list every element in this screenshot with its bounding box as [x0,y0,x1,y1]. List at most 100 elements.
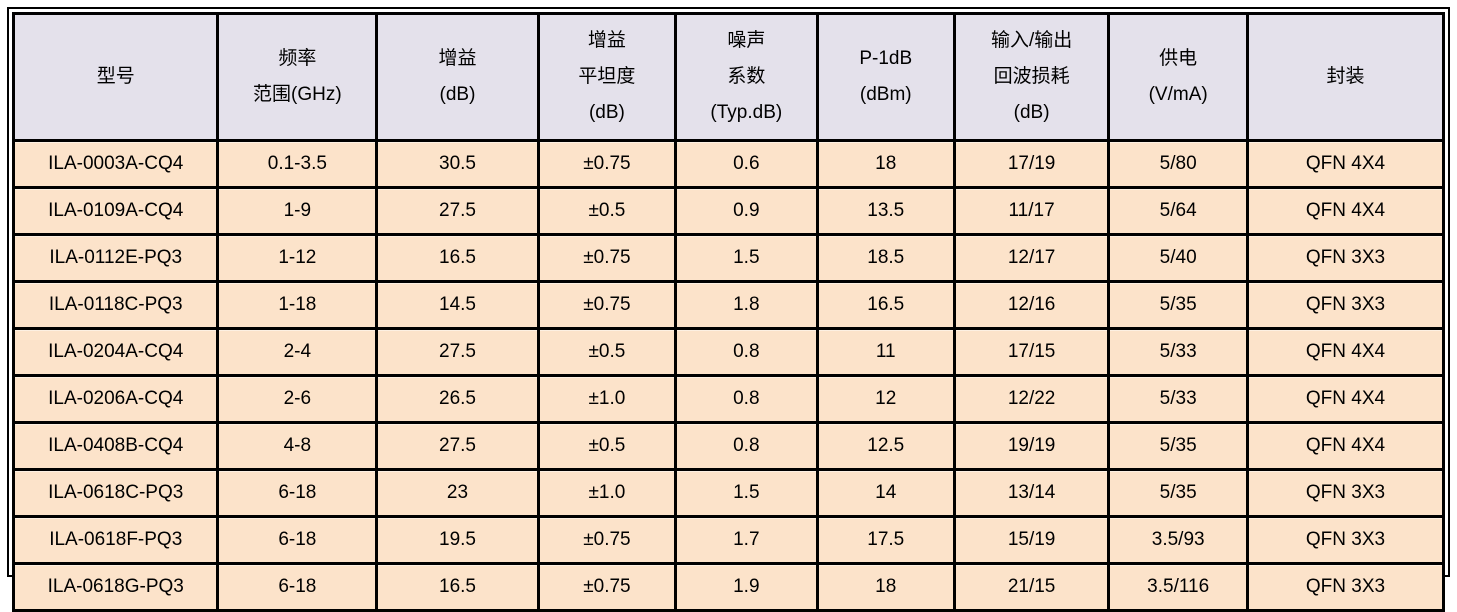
cell-freq-range: 6-18 [216,515,379,565]
column-header-line: 增益 [438,48,477,69]
column-header-line: 增益 [587,30,626,51]
cell-supply: 3.5/116 [1107,562,1250,612]
cell-gain: 23 [375,468,540,518]
column-header-gain-flatness: 增益 平坦度 (dB) [536,12,678,142]
cell-p1db: 12 [815,374,956,424]
cell-package: QFN 3X3 [1246,233,1445,283]
cell-package: QFN 4X4 [1246,186,1445,236]
cell-noise-figure: 1.8 [674,280,819,330]
cell-gain-flatness: ±0.75 [536,139,678,189]
column-header-line: P-1dB [859,48,913,69]
cell-noise-figure: 0.8 [674,327,819,377]
cell-p1db: 14 [815,468,956,518]
cell-gain: 16.5 [375,562,540,612]
cell-gain: 14.5 [375,280,540,330]
column-header-p1db: P-1dB (dBm) [815,12,956,142]
table-row: ILA-0204A-CQ4 2-4 27.5 ±0.5 0.8 11 17/15 5/33 QF… [11,327,1445,377]
cell-freq-range: 0.1-3.5 [216,139,379,189]
cell-model: ILA-0618F-PQ3 [11,515,220,565]
column-header-line: (dB) [439,84,476,105]
column-header-line: (dB) [588,102,625,123]
table-row: ILA-0003A-CQ4 0.1-3.5 30.5 ±0.75 0.6 18 17/19 5… [11,139,1445,189]
cell-noise-figure: 1.5 [674,468,819,518]
cell-noise-figure: 0.8 [674,374,819,424]
page: 型号 频率 范围(GHz) 增益 (dB) 增益 平坦度 (dB) 噪声 系数 (Typ.dB) P-… [7,7,1450,612]
cell-gain: 30.5 [375,139,540,189]
cell-package: QFN 3X3 [1246,468,1445,518]
cell-noise-figure: 1.7 [674,515,819,565]
column-header-return-loss: 输入/输出回波损耗 (dB) [952,12,1111,142]
cell-model: ILA-0109A-CQ4 [11,186,220,236]
cell-p1db: 17.5 [815,515,956,565]
cell-supply: 5/35 [1107,468,1250,518]
table-frame: 型号 频率 范围(GHz) 增益 (dB) 增益 平坦度 (dB) 噪声 系数 (Typ.dB) P-… [7,7,1450,612]
table-row: ILA-0112E-PQ3 1-12 16.5 ±0.75 1.5 18.5 12/17 5/… [11,233,1445,283]
cell-supply: 5/33 [1107,374,1250,424]
cell-package: QFN 4X4 [1246,421,1445,471]
cell-model: ILA-0118C-PQ3 [11,280,220,330]
column-header-line: (Typ.dB) [710,102,783,123]
column-header-line: 频率 [278,48,317,69]
cell-return-loss: 17/19 [952,139,1111,189]
cell-return-loss: 12/16 [952,280,1111,330]
cell-package: QFN 3X3 [1246,515,1445,565]
cell-freq-range: 6-18 [216,562,379,612]
column-header-line: 型号 [96,66,135,87]
cell-return-loss: 17/15 [952,327,1111,377]
cell-supply: 5/80 [1107,139,1250,189]
cell-model: ILA-0003A-CQ4 [11,139,220,189]
cell-model: ILA-0618G-PQ3 [11,562,220,612]
cell-p1db: 12.5 [815,421,956,471]
cell-noise-figure: 1.5 [674,233,819,283]
cell-gain: 27.5 [375,327,540,377]
table-row: ILA-0206A-CQ4 2-6 26.5 ±1.0 0.8 12 12/22 5/33 QF… [11,374,1445,424]
cell-return-loss: 12/22 [952,374,1111,424]
cell-model: ILA-0112E-PQ3 [11,233,220,283]
cell-return-loss: 11/17 [952,186,1111,236]
cell-gain-flatness: ±0.75 [536,562,678,612]
cell-p1db: 13.5 [815,186,956,236]
cell-model: ILA-0204A-CQ4 [11,327,220,377]
cell-p1db: 18 [815,139,956,189]
cell-p1db: 11 [815,327,956,377]
table-row: ILA-0109A-CQ4 1-9 27.5 ±0.5 0.9 13.5 11/17 5/64… [11,186,1445,236]
cell-supply: 5/33 [1107,327,1250,377]
cell-freq-range: 2-4 [216,327,379,377]
cell-noise-figure: 0.9 [674,186,819,236]
cell-return-loss: 15/19 [952,515,1111,565]
amplifier-spec-table: 型号 频率 范围(GHz) 增益 (dB) 增益 平坦度 (dB) 噪声 系数 (Typ.dB) P-… [11,12,1445,612]
cell-gain-flatness: ±0.5 [536,327,678,377]
cell-gain: 26.5 [375,374,540,424]
cell-noise-figure: 1.9 [674,562,819,612]
column-header-noise-figure: 噪声 系数 (Typ.dB) [674,12,819,142]
cell-gain: 27.5 [375,186,540,236]
cell-model: ILA-0206A-CQ4 [11,374,220,424]
cell-supply: 5/64 [1107,186,1250,236]
column-header-line: 输入/输出 [990,30,1073,51]
column-header-line: 回波损耗 [993,66,1070,87]
column-header-gain: 增益 (dB) [375,12,540,142]
table-row: ILA-0118C-PQ3 1-18 14.5 ±0.75 1.8 16.5 12/16 5/… [11,280,1445,330]
cell-supply: 5/35 [1107,280,1250,330]
column-header-line: (dB) [1013,102,1050,123]
cell-gain-flatness: ±0.75 [536,280,678,330]
cell-package: QFN 4X4 [1246,374,1445,424]
table-row: ILA-0618G-PQ3 6-18 16.5 ±0.75 1.9 18 21/15 3.5/… [11,562,1445,612]
table-header-row: 型号 频率 范围(GHz) 增益 (dB) 增益 平坦度 (dB) 噪声 系数 (Typ.dB) P-… [11,12,1445,142]
cell-freq-range: 4-8 [216,421,379,471]
column-header-model: 型号 [11,12,220,142]
cell-freq-range: 2-6 [216,374,379,424]
cell-gain-flatness: ±1.0 [536,374,678,424]
cell-return-loss: 13/14 [952,468,1111,518]
column-header-line: (dBm) [859,84,912,105]
column-header-line: 封装 [1326,66,1365,87]
column-header-supply: 供电 (V/mA) [1107,12,1250,142]
cell-gain-flatness: ±0.75 [536,233,678,283]
cell-freq-range: 6-18 [216,468,379,518]
table-row: ILA-0618F-PQ3 6-18 19.5 ±0.75 1.7 17.5 15/19 3.… [11,515,1445,565]
cell-p1db: 18 [815,562,956,612]
column-header-line: 供电 [1159,48,1198,69]
cell-freq-range: 1-12 [216,233,379,283]
table-row: ILA-0408B-CQ4 4-8 27.5 ±0.5 0.8 12.5 19/19 5/35… [11,421,1445,471]
cell-package: QFN 4X4 [1246,327,1445,377]
